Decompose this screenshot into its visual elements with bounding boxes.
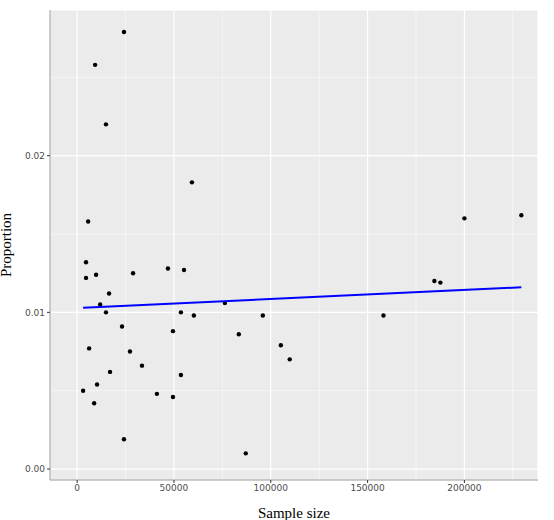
svg-text:Sample size: Sample size <box>258 505 330 520</box>
svg-text:0.00: 0.00 <box>25 464 45 474</box>
svg-text:0.01: 0.01 <box>25 308 45 318</box>
svg-text:0.02: 0.02 <box>25 151 45 161</box>
svg-text:200000: 200000 <box>447 483 482 493</box>
svg-text:150000: 150000 <box>350 483 385 493</box>
svg-text:Proportion: Proportion <box>8 212 14 277</box>
svg-text:0: 0 <box>74 483 80 493</box>
svg-text:100000: 100000 <box>254 483 289 493</box>
svg-text:50000: 50000 <box>160 483 189 493</box>
